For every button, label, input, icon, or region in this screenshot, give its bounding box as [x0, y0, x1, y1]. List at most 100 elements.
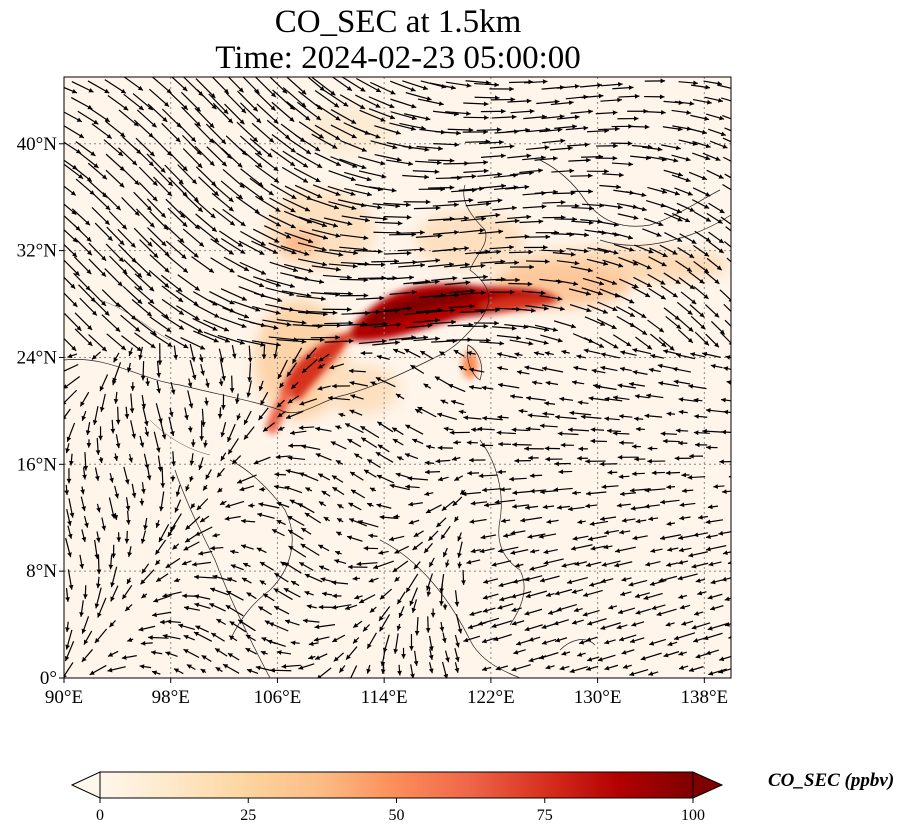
wind-arrow [313, 636, 330, 642]
wind-arrow [128, 453, 133, 463]
wind-arrow [175, 484, 181, 497]
wind-arrow [194, 145, 215, 167]
wind-arrow [224, 103, 245, 125]
wind-arrow [427, 530, 439, 542]
latitude-axis: 0° 8°N 16°N 24°N 32°N 40°N [17, 134, 64, 689]
wind-arrow [91, 192, 111, 211]
wind-arrow [414, 617, 420, 636]
wind-arrow [304, 573, 323, 583]
wind-arrow [132, 258, 152, 277]
wind-arrow [724, 127, 731, 132]
wind-arrow [663, 307, 681, 321]
wind-arrow [202, 484, 208, 491]
wind-arrow [589, 581, 604, 587]
wind-arrow [64, 163, 84, 180]
wind-arrow [523, 79, 548, 85]
wind-arrow [64, 259, 80, 277]
wind-arrow [393, 514, 400, 520]
wind-arrow [298, 663, 315, 670]
wind-arrow [553, 320, 577, 329]
wind-arrow [556, 260, 580, 266]
wind-arrow [449, 288, 476, 294]
wind-arrow [276, 339, 307, 344]
wind-arrow [647, 446, 658, 451]
wind-arrow [482, 487, 502, 493]
wind-arrow [317, 544, 330, 552]
wind-arrow [404, 348, 421, 358]
wind-arrow [648, 287, 667, 300]
wind-arrow [571, 589, 584, 594]
wind-arrow [194, 594, 211, 600]
wind-arrow [585, 491, 607, 496]
wind-arrow [597, 301, 618, 312]
wind-arrow [314, 152, 342, 167]
wind-arrow [245, 634, 256, 642]
wind-arrow [665, 315, 682, 330]
wind-arrow [67, 569, 74, 590]
wind-arrow [269, 261, 299, 273]
wind-arrow [334, 550, 342, 556]
wind-arrow [454, 475, 464, 482]
colorbar-ticks: 0 25 50 75 100 [96, 798, 705, 824]
wind-arrow [402, 145, 430, 152]
wind-arrow [433, 292, 460, 298]
wind-arrow [635, 336, 653, 350]
wind-arrow [249, 138, 273, 158]
wind-arrow [508, 281, 533, 287]
wind-arrow [585, 665, 599, 671]
wind-arrow [191, 561, 212, 567]
wind-arrow [553, 487, 573, 493]
wind-arrow [691, 622, 711, 630]
wind-arrow [601, 560, 621, 567]
wind-arrow [694, 331, 710, 346]
wind-arrow [615, 306, 636, 318]
wind-arrow [632, 370, 648, 375]
wind-arrow [709, 605, 724, 611]
wind-arrow [510, 530, 526, 536]
wind-arrow [693, 211, 712, 223]
wind-arrow [153, 594, 172, 603]
wind-arrow [105, 120, 126, 138]
wind-arrow [347, 438, 362, 448]
wind-arrow [455, 614, 463, 634]
wind-arrow [332, 593, 342, 599]
wind-arrow [694, 230, 712, 243]
wind-arrow [221, 147, 243, 168]
wind-arrow [635, 518, 647, 524]
wind-arrow [454, 590, 460, 607]
wind-arrow [113, 513, 119, 520]
wind-arrow [678, 318, 694, 333]
wind-arrow [693, 244, 710, 257]
wind-arrow [612, 334, 632, 347]
wind-arrow [554, 588, 573, 596]
wind-arrow [183, 541, 200, 551]
wind-arrow [482, 607, 496, 613]
wind-arrow [64, 484, 70, 496]
wind-arrow [115, 434, 121, 449]
wind-arrow [358, 594, 376, 604]
wind-arrow [147, 103, 168, 123]
wind-arrow [510, 108, 535, 114]
wind-arrow [168, 151, 188, 172]
wind-arrow [259, 486, 266, 492]
wind-arrow [65, 443, 70, 454]
wind-arrow [666, 411, 676, 417]
wind-arrow [131, 483, 137, 498]
lat-tick-label: 8°N [26, 561, 57, 582]
wind-arrow [124, 604, 133, 612]
wind-arrow [108, 554, 114, 570]
wind-arrow [615, 546, 636, 554]
wind-arrow [109, 473, 114, 483]
wind-arrow [298, 561, 314, 571]
wind-arrow [83, 515, 89, 528]
wind-arrow [573, 607, 583, 613]
wind-arrow [194, 107, 215, 129]
wind-arrow [385, 159, 414, 166]
wind-arrow [507, 153, 532, 159]
wind-arrow [330, 441, 347, 450]
wind-arrow [225, 92, 247, 114]
wind-arrow [368, 533, 378, 539]
wind-arrow [505, 184, 530, 190]
wind-arrow [705, 333, 720, 348]
wind-arrow [483, 578, 499, 584]
